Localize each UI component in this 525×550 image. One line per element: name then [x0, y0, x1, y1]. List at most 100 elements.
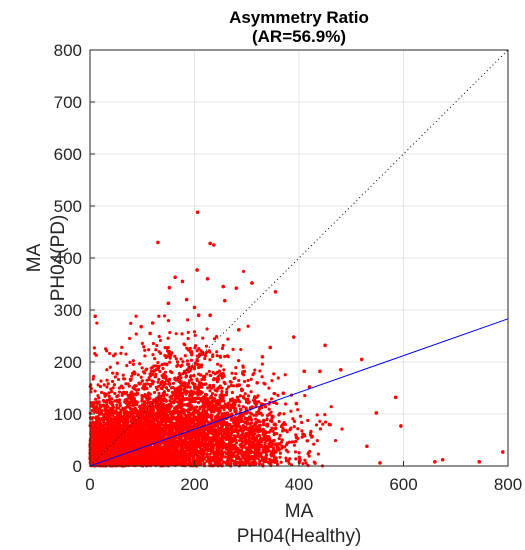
- scatter-point: [123, 441, 127, 445]
- scatter-point: [113, 446, 118, 450]
- scatter-point: [237, 404, 241, 408]
- scatter-point: [136, 440, 140, 444]
- scatter-point: [171, 458, 176, 463]
- scatter-point: [105, 418, 109, 422]
- scatter-point: [91, 429, 95, 434]
- scatter-point: [172, 462, 177, 466]
- scatter-point: [113, 375, 117, 379]
- scatter-point: [116, 377, 121, 382]
- scatter-point: [115, 361, 120, 365]
- scatter-point: [110, 435, 114, 439]
- scatter-point: [110, 397, 114, 401]
- scatter-point: [137, 444, 141, 448]
- scatter-point: [194, 444, 198, 448]
- scatter-point: [121, 386, 125, 390]
- scatter-point: [132, 415, 136, 420]
- scatter-point: [136, 427, 140, 431]
- scatter-point: [102, 419, 106, 423]
- scatter-point: [102, 444, 106, 448]
- scatter-point: [151, 341, 156, 346]
- scatter-point: [127, 429, 132, 434]
- scatter-point: [163, 455, 167, 460]
- scatter-point: [104, 410, 108, 414]
- scatter-point: [166, 433, 170, 437]
- scatter-point: [130, 374, 134, 378]
- scatter-point: [213, 393, 218, 397]
- scatter-point: [205, 372, 209, 376]
- scatter-point: [94, 448, 98, 452]
- scatter-point: [117, 386, 122, 390]
- scatter-point: [188, 385, 192, 389]
- scatter-point: [118, 403, 122, 408]
- scatter-point: [94, 421, 98, 425]
- scatter-point: [110, 390, 114, 394]
- scatter-point: [201, 453, 205, 458]
- scatter-point: [107, 434, 111, 439]
- scatter-point: [91, 404, 96, 408]
- scatter-point: [148, 435, 152, 439]
- scatter-point: [174, 436, 178, 440]
- scatter-point: [100, 440, 105, 444]
- scatter-point: [108, 410, 112, 414]
- scatter-point: [136, 434, 141, 438]
- scatter-point: [105, 455, 110, 459]
- scatter-point: [224, 437, 228, 441]
- scatter-point: [132, 410, 137, 414]
- scatter-point: [185, 359, 189, 363]
- scatter-point: [147, 459, 152, 463]
- scatter-point: [165, 416, 169, 420]
- scatter-point: [108, 430, 112, 434]
- scatter-point: [96, 394, 100, 398]
- scatter-point: [157, 449, 161, 453]
- scatter-point: [162, 425, 166, 430]
- scatter-point: [97, 419, 101, 423]
- scatter-point: [186, 382, 190, 386]
- scatter-point: [111, 462, 115, 466]
- scatter-point: [123, 427, 127, 431]
- scatter-point: [115, 403, 119, 407]
- scatter-point: [174, 417, 178, 421]
- scatter-point: [156, 442, 160, 447]
- scatter-point: [95, 410, 99, 414]
- scatter-point: [100, 390, 104, 395]
- scatter-point: [146, 425, 150, 430]
- scatter-point: [182, 446, 186, 450]
- scatter-point: [118, 433, 122, 437]
- scatter-point: [168, 439, 172, 443]
- scatter-point: [116, 449, 120, 453]
- scatter-point: [129, 433, 133, 437]
- scatter-point: [108, 414, 112, 418]
- scatter-point: [237, 378, 241, 383]
- scatter-point: [136, 373, 140, 377]
- chart-subtitle: (AR=56.9%): [252, 27, 346, 46]
- scatter-point: [105, 430, 109, 434]
- scatter-point: [181, 453, 185, 457]
- scatter-point: [119, 448, 123, 453]
- scatter-point: [124, 409, 129, 414]
- scatter-point: [130, 414, 134, 418]
- scatter-point: [101, 433, 105, 437]
- scatter-point: [157, 406, 161, 410]
- scatter-point: [109, 450, 114, 454]
- scatter-point: [90, 444, 94, 449]
- scatter-point: [220, 389, 224, 394]
- scatter-point: [162, 434, 167, 438]
- scatter-point: [171, 432, 175, 436]
- scatter-point: [249, 390, 253, 394]
- scatter-point: [147, 419, 151, 423]
- scatter-point: [176, 413, 180, 417]
- scatter-point: [161, 448, 165, 452]
- scatter-point: [104, 461, 109, 465]
- scatter-point: [98, 384, 103, 389]
- scatter-point: [142, 423, 146, 427]
- scatter-point: [225, 390, 229, 394]
- scatter-point: [99, 379, 103, 383]
- scatter-point: [203, 392, 208, 397]
- scatter-point: [103, 453, 107, 457]
- scatter-point: [110, 379, 115, 384]
- scatter-point: [156, 446, 160, 450]
- scatter-point: [115, 406, 119, 410]
- scatter-point: [165, 459, 170, 463]
- scatter-point: [162, 402, 166, 406]
